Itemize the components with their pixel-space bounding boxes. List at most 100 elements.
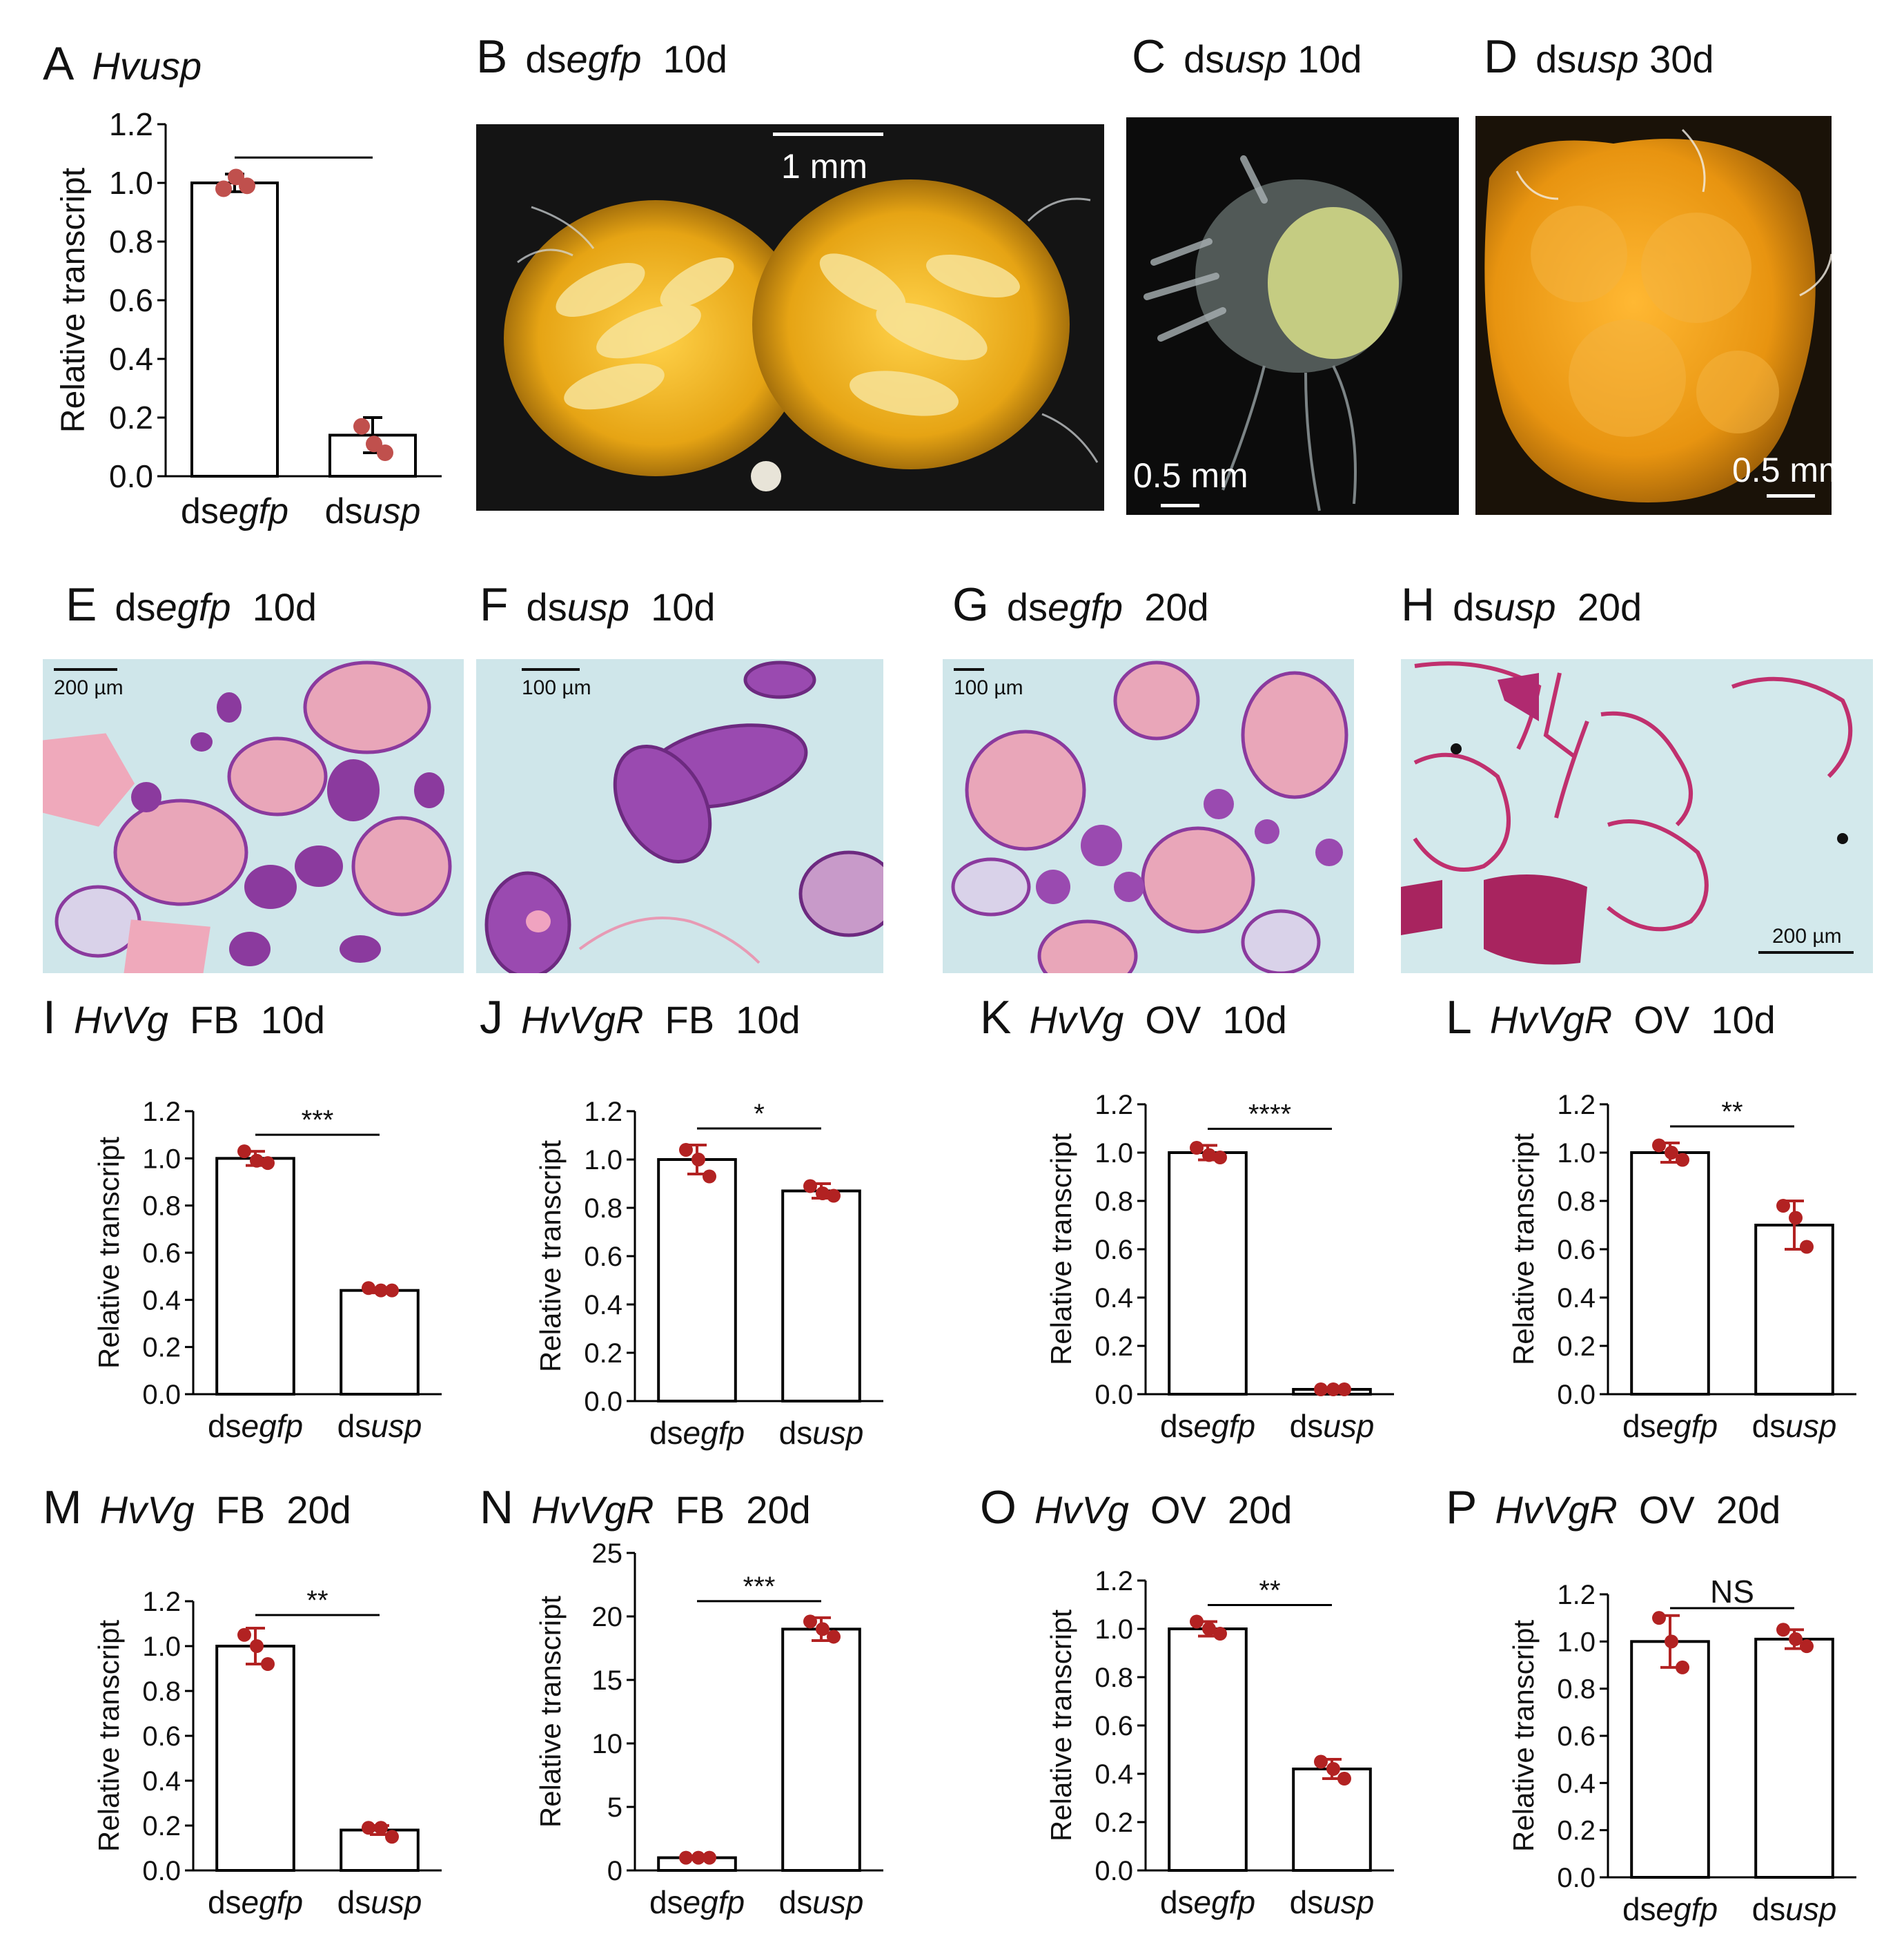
data-point xyxy=(261,1657,275,1671)
y-tick-label: 1.2 xyxy=(584,1097,622,1127)
y-tick-label: 0.0 xyxy=(1095,1380,1133,1410)
data-point xyxy=(803,1179,817,1193)
data-point xyxy=(1665,1146,1678,1160)
data-point xyxy=(215,180,232,197)
y-tick-label: 0.6 xyxy=(109,282,153,318)
scale-bar xyxy=(522,668,580,671)
data-point xyxy=(1676,1660,1689,1674)
y-axis-label: Relative transcript xyxy=(1045,1610,1077,1841)
y-axis-label: Relative transcript xyxy=(534,1140,567,1372)
y-tick-label: 0.6 xyxy=(142,1238,181,1269)
significance-label: ** xyxy=(1259,1576,1280,1606)
bar xyxy=(781,1189,861,1402)
x-tick-label: dsusp xyxy=(1752,1891,1837,1927)
gene-name: HvVg xyxy=(73,998,168,1041)
bar xyxy=(1754,1224,1834,1396)
gene-name: HvVgR xyxy=(531,1488,654,1532)
data-point xyxy=(1190,1141,1204,1155)
panel-letter: L xyxy=(1446,991,1472,1044)
y-tick-label: 0.2 xyxy=(1095,1331,1133,1362)
data-point xyxy=(703,1169,716,1184)
chart-A: 0.0 0.2 0.4 0.6 0.8 1.0 1.2 Relative transcript… xyxy=(55,106,442,531)
y-axis-label: Relative transcript xyxy=(534,1596,567,1828)
y-tick-label: 0.2 xyxy=(1557,1331,1596,1362)
y-axis-label: Relative transcript xyxy=(92,1137,125,1369)
scale-label: 0.5 mm xyxy=(1133,456,1248,495)
x-tick-label: dsusp xyxy=(779,1884,864,1920)
significance-label: *** xyxy=(302,1105,334,1135)
x-tick-label: dsusp xyxy=(337,1884,422,1920)
photo-ovary-dsegfp-10d xyxy=(476,124,1104,511)
y-tick-label: 0.2 xyxy=(142,1811,181,1841)
bar xyxy=(1168,1151,1248,1396)
y-tick-label: 0.8 xyxy=(109,224,153,260)
chart-J: 0.0 0.2 0.4 0.6 0.8 1.0 1.2 Relative transcript… xyxy=(534,1097,883,1451)
data-point xyxy=(1202,1148,1216,1162)
y-tick-label: 0.8 xyxy=(1557,1674,1596,1705)
bar xyxy=(340,1289,420,1396)
data-point xyxy=(816,1622,830,1636)
histology-illustration xyxy=(1401,661,1853,965)
x-tick-label: dsegfp xyxy=(649,1884,745,1920)
y-tick-label: 0.0 xyxy=(1095,1856,1133,1886)
x-tick-label: dsegfp xyxy=(1160,1884,1255,1920)
scale-label: 1 mm xyxy=(781,147,867,186)
ovary-illustration xyxy=(1484,128,1832,503)
y-tick-label: 0.8 xyxy=(584,1193,622,1224)
y-axis-label: Relative transcript xyxy=(1507,1133,1540,1365)
data-point xyxy=(1652,1138,1666,1153)
data-point xyxy=(362,1281,375,1295)
data-point xyxy=(1800,1639,1814,1654)
x-tick-label: dsusp xyxy=(1752,1408,1837,1444)
y-tick-label: 0.6 xyxy=(1557,1235,1596,1265)
y-tick-label: 5 xyxy=(607,1792,622,1823)
panel-letter: B xyxy=(476,30,508,83)
data-point xyxy=(1789,1632,1803,1646)
x-tick-label: dsegfp xyxy=(649,1415,745,1451)
y-tick-label: 0.8 xyxy=(1095,1186,1133,1217)
data-point xyxy=(679,1850,693,1865)
scale-label: 100 µm xyxy=(954,676,1023,699)
chart-title: I HvVg FB 10d xyxy=(43,994,325,1041)
histology-dsusp-20d xyxy=(1401,659,1873,973)
chart-title: K HvVg OV 10d xyxy=(980,994,1287,1041)
y-axis-label: Relative transcript xyxy=(92,1620,125,1852)
y-tick-label: 0.4 xyxy=(1557,1768,1596,1799)
chart-N: 0 5 10 15 20 25 Relative transcript dsegfp dsusp… xyxy=(534,1538,883,1920)
significance-label: **** xyxy=(1248,1099,1291,1130)
y-tick-label: 20 xyxy=(592,1602,623,1632)
ovary-illustration xyxy=(1144,155,1402,511)
panel-letter: A xyxy=(43,37,75,90)
y-tick-label: 0.2 xyxy=(1557,1816,1596,1846)
chart-title: M HvVg FB 20d xyxy=(43,1484,351,1531)
scale-bar xyxy=(54,668,117,671)
data-point xyxy=(377,444,393,461)
chart-L: 0.0 0.2 0.4 0.6 0.8 1.0 1.2 Relative transcript… xyxy=(1507,1090,1856,1444)
photo-ovary-dsusp-30d xyxy=(1475,116,1832,515)
gene-name: HvVg xyxy=(1034,1488,1129,1532)
data-point xyxy=(1789,1211,1803,1225)
y-tick-label: 0.4 xyxy=(1095,1759,1133,1790)
histology-dsusp-10d xyxy=(476,659,883,973)
photo-ovary-dsusp-10d xyxy=(1126,117,1459,515)
scale-bar xyxy=(1767,494,1815,498)
tissue-day: FB 20d xyxy=(654,1488,811,1532)
data-point xyxy=(816,1186,830,1200)
bar xyxy=(657,1158,737,1402)
scale-bar xyxy=(1161,504,1199,507)
data-point xyxy=(1190,1614,1204,1629)
y-tick-label: 0.4 xyxy=(142,1285,181,1316)
data-point xyxy=(261,1156,275,1171)
chart-K: 0.0 0.2 0.4 0.6 0.8 1.0 1.2 Relative transcript… xyxy=(1045,1090,1394,1444)
y-tick-label: 0.8 xyxy=(1557,1186,1596,1217)
x-tick-label: dsusp xyxy=(779,1415,864,1451)
y-tick-label: 1.2 xyxy=(1095,1090,1133,1120)
gene-name: HvVgR xyxy=(1495,1488,1618,1532)
significance-label: * xyxy=(754,1099,765,1129)
y-tick-label: 0.4 xyxy=(109,341,153,377)
scale-label: 200 µm xyxy=(1772,925,1842,948)
